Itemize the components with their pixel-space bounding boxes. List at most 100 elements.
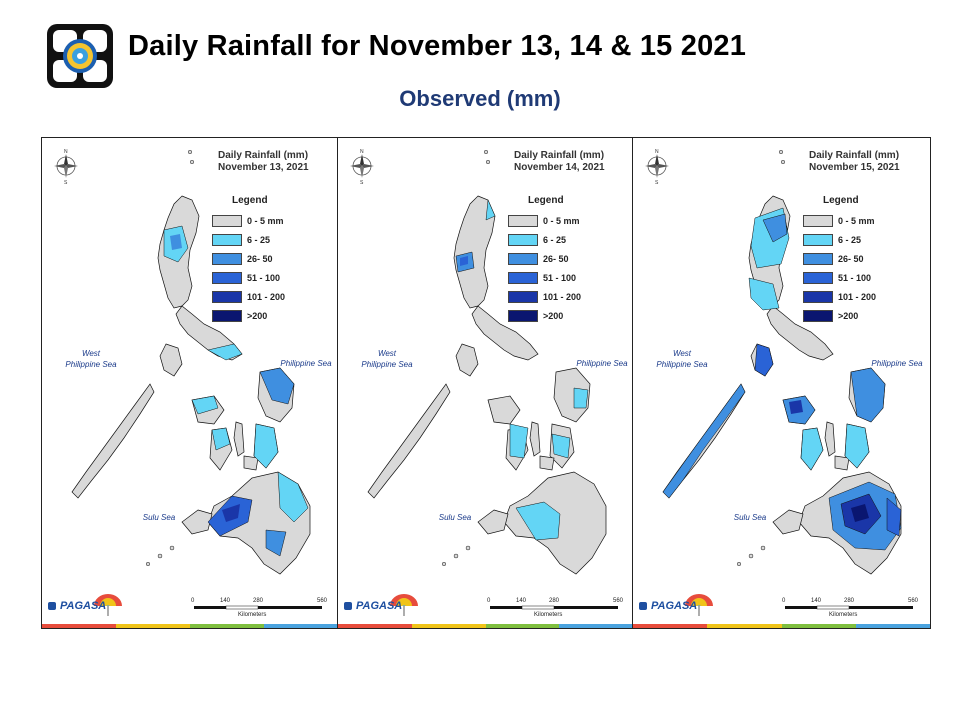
color-stripe — [42, 624, 338, 628]
legend-label: 0 - 5 mm — [543, 216, 580, 226]
legend-label: 0 - 5 mm — [247, 216, 284, 226]
pagasa-logo-icon — [639, 594, 713, 616]
svg-text:N: N — [360, 149, 364, 155]
scale-tick-0: 0 — [782, 598, 786, 604]
legend-label: 6 - 25 — [543, 235, 567, 245]
west-philippine-sea-label: West Philippine Sea — [65, 349, 117, 369]
scale-unit: Kilometers — [238, 612, 267, 618]
scale-bar — [490, 605, 618, 610]
color-stripe — [338, 624, 633, 628]
page-subtitle: Observed (mm) — [399, 86, 561, 111]
philippines-rainfall-map: N S — [54, 149, 322, 610]
scale-tick-140: 140 — [516, 598, 527, 604]
legend-item: 26- 50 — [508, 252, 569, 266]
philippine-sea-label: Philippine Sea — [576, 359, 628, 368]
scale-tick-140: 140 — [220, 598, 231, 604]
philippine-sea-label: Philippine Sea — [871, 359, 923, 368]
scale-tick-0: 0 — [487, 598, 491, 604]
legend-item: 0 - 5 mm — [803, 214, 875, 228]
legend-swatch — [508, 253, 538, 265]
west-philippine-sea-label: West Philippine Sea — [361, 349, 413, 369]
svg-text:S: S — [64, 180, 68, 186]
legend-label: 51 - 100 — [543, 273, 577, 283]
agency-logo-text: PAGASA — [356, 600, 403, 612]
legend-label: 0 - 5 mm — [838, 216, 875, 226]
scale-tick-280: 280 — [844, 598, 855, 604]
legend-item: 101 - 200 — [508, 290, 581, 304]
legend-label: 26- 50 — [247, 254, 273, 264]
legend-swatch — [803, 215, 833, 227]
legend-swatch — [212, 253, 242, 265]
legend-item: 51 - 100 — [212, 271, 280, 285]
page-title: Daily Rainfall for November 13, 14 & 15 … — [128, 30, 747, 62]
legend-swatch — [508, 310, 538, 322]
agency-logo-text: PAGASA — [651, 600, 698, 612]
legend-swatch — [803, 272, 833, 284]
scale-tick-560: 560 — [613, 598, 624, 604]
compass-rose-icon: N S — [54, 149, 78, 186]
legend-swatch — [803, 291, 833, 303]
rainfall-map-panel-1: N S — [41, 137, 339, 629]
legend-heading: Legend — [232, 195, 268, 206]
legend-label: >200 — [838, 311, 859, 321]
legend-swatch — [212, 215, 242, 227]
legend-item: >200 — [508, 309, 563, 323]
philippines-rainfall-map: N S — [645, 149, 913, 610]
legend-swatch — [508, 215, 538, 227]
west-philippine-sea-label: West Philippine Sea — [656, 349, 708, 369]
legend-heading: Legend — [528, 195, 564, 206]
svg-text:N: N — [655, 149, 659, 155]
legend-label: 51 - 100 — [247, 273, 281, 283]
legend-swatch — [803, 310, 833, 322]
rainfall-map-panel-2: N S — [337, 137, 634, 629]
legend-swatch — [508, 234, 538, 246]
legend-item: 6 - 25 — [803, 233, 861, 247]
legend-label: 6 - 25 — [247, 235, 271, 245]
map-heading: Daily Rainfall (mm) — [514, 150, 605, 161]
legend-label: 101 - 200 — [838, 292, 877, 302]
legend-item: 101 - 200 — [212, 290, 285, 304]
legend-item: 26- 50 — [803, 252, 864, 266]
legend-item: 6 - 25 — [212, 233, 270, 247]
legend-label: 101 - 200 — [247, 292, 286, 302]
legend-item: 26- 50 — [212, 252, 273, 266]
legend-heading: Legend — [823, 195, 859, 206]
legend-swatch — [803, 234, 833, 246]
scale-tick-0: 0 — [191, 598, 195, 604]
legend-label: >200 — [543, 311, 564, 321]
legend-label: >200 — [247, 311, 268, 321]
pagasa-logo-icon — [344, 594, 418, 616]
legend-item: 0 - 5 mm — [508, 214, 580, 228]
scale-tick-280: 280 — [549, 598, 560, 604]
map-heading: Daily Rainfall (mm) — [809, 150, 900, 161]
scale-unit: Kilometers — [534, 612, 563, 618]
agency-emblem-logo — [47, 24, 113, 88]
agency-logo-text: PAGASA — [60, 600, 107, 612]
legend-item: >200 — [803, 309, 858, 323]
scale-unit: Kilometers — [829, 612, 858, 618]
compass-rose-icon: N S — [350, 149, 374, 186]
legend-swatch — [212, 234, 242, 246]
legend-item: 6 - 25 — [508, 233, 566, 247]
svg-text:N: N — [64, 149, 68, 155]
map-heading: Daily Rainfall (mm) — [218, 150, 309, 161]
scale-bar — [785, 605, 913, 610]
compass-rose-icon: N S — [645, 149, 669, 186]
legend-item: >200 — [212, 309, 267, 323]
scale-tick-560: 560 — [908, 598, 919, 604]
legend-swatch — [508, 272, 538, 284]
scale-tick-280: 280 — [253, 598, 264, 604]
color-stripe — [633, 624, 930, 628]
philippine-sea-label: Philippine Sea — [280, 359, 332, 368]
legend-swatch — [508, 291, 538, 303]
legend-label: 6 - 25 — [838, 235, 862, 245]
scale-tick-560: 560 — [317, 598, 328, 604]
scale-tick-140: 140 — [811, 598, 822, 604]
legend-label: 101 - 200 — [543, 292, 582, 302]
map-date: November 15, 2021 — [809, 162, 900, 173]
svg-text:S: S — [360, 180, 364, 186]
scale-bar — [194, 605, 322, 610]
sulu-sea-label: Sulu Sea — [438, 513, 472, 522]
legend-label: 26- 50 — [543, 254, 569, 264]
legend-swatch — [803, 253, 833, 265]
